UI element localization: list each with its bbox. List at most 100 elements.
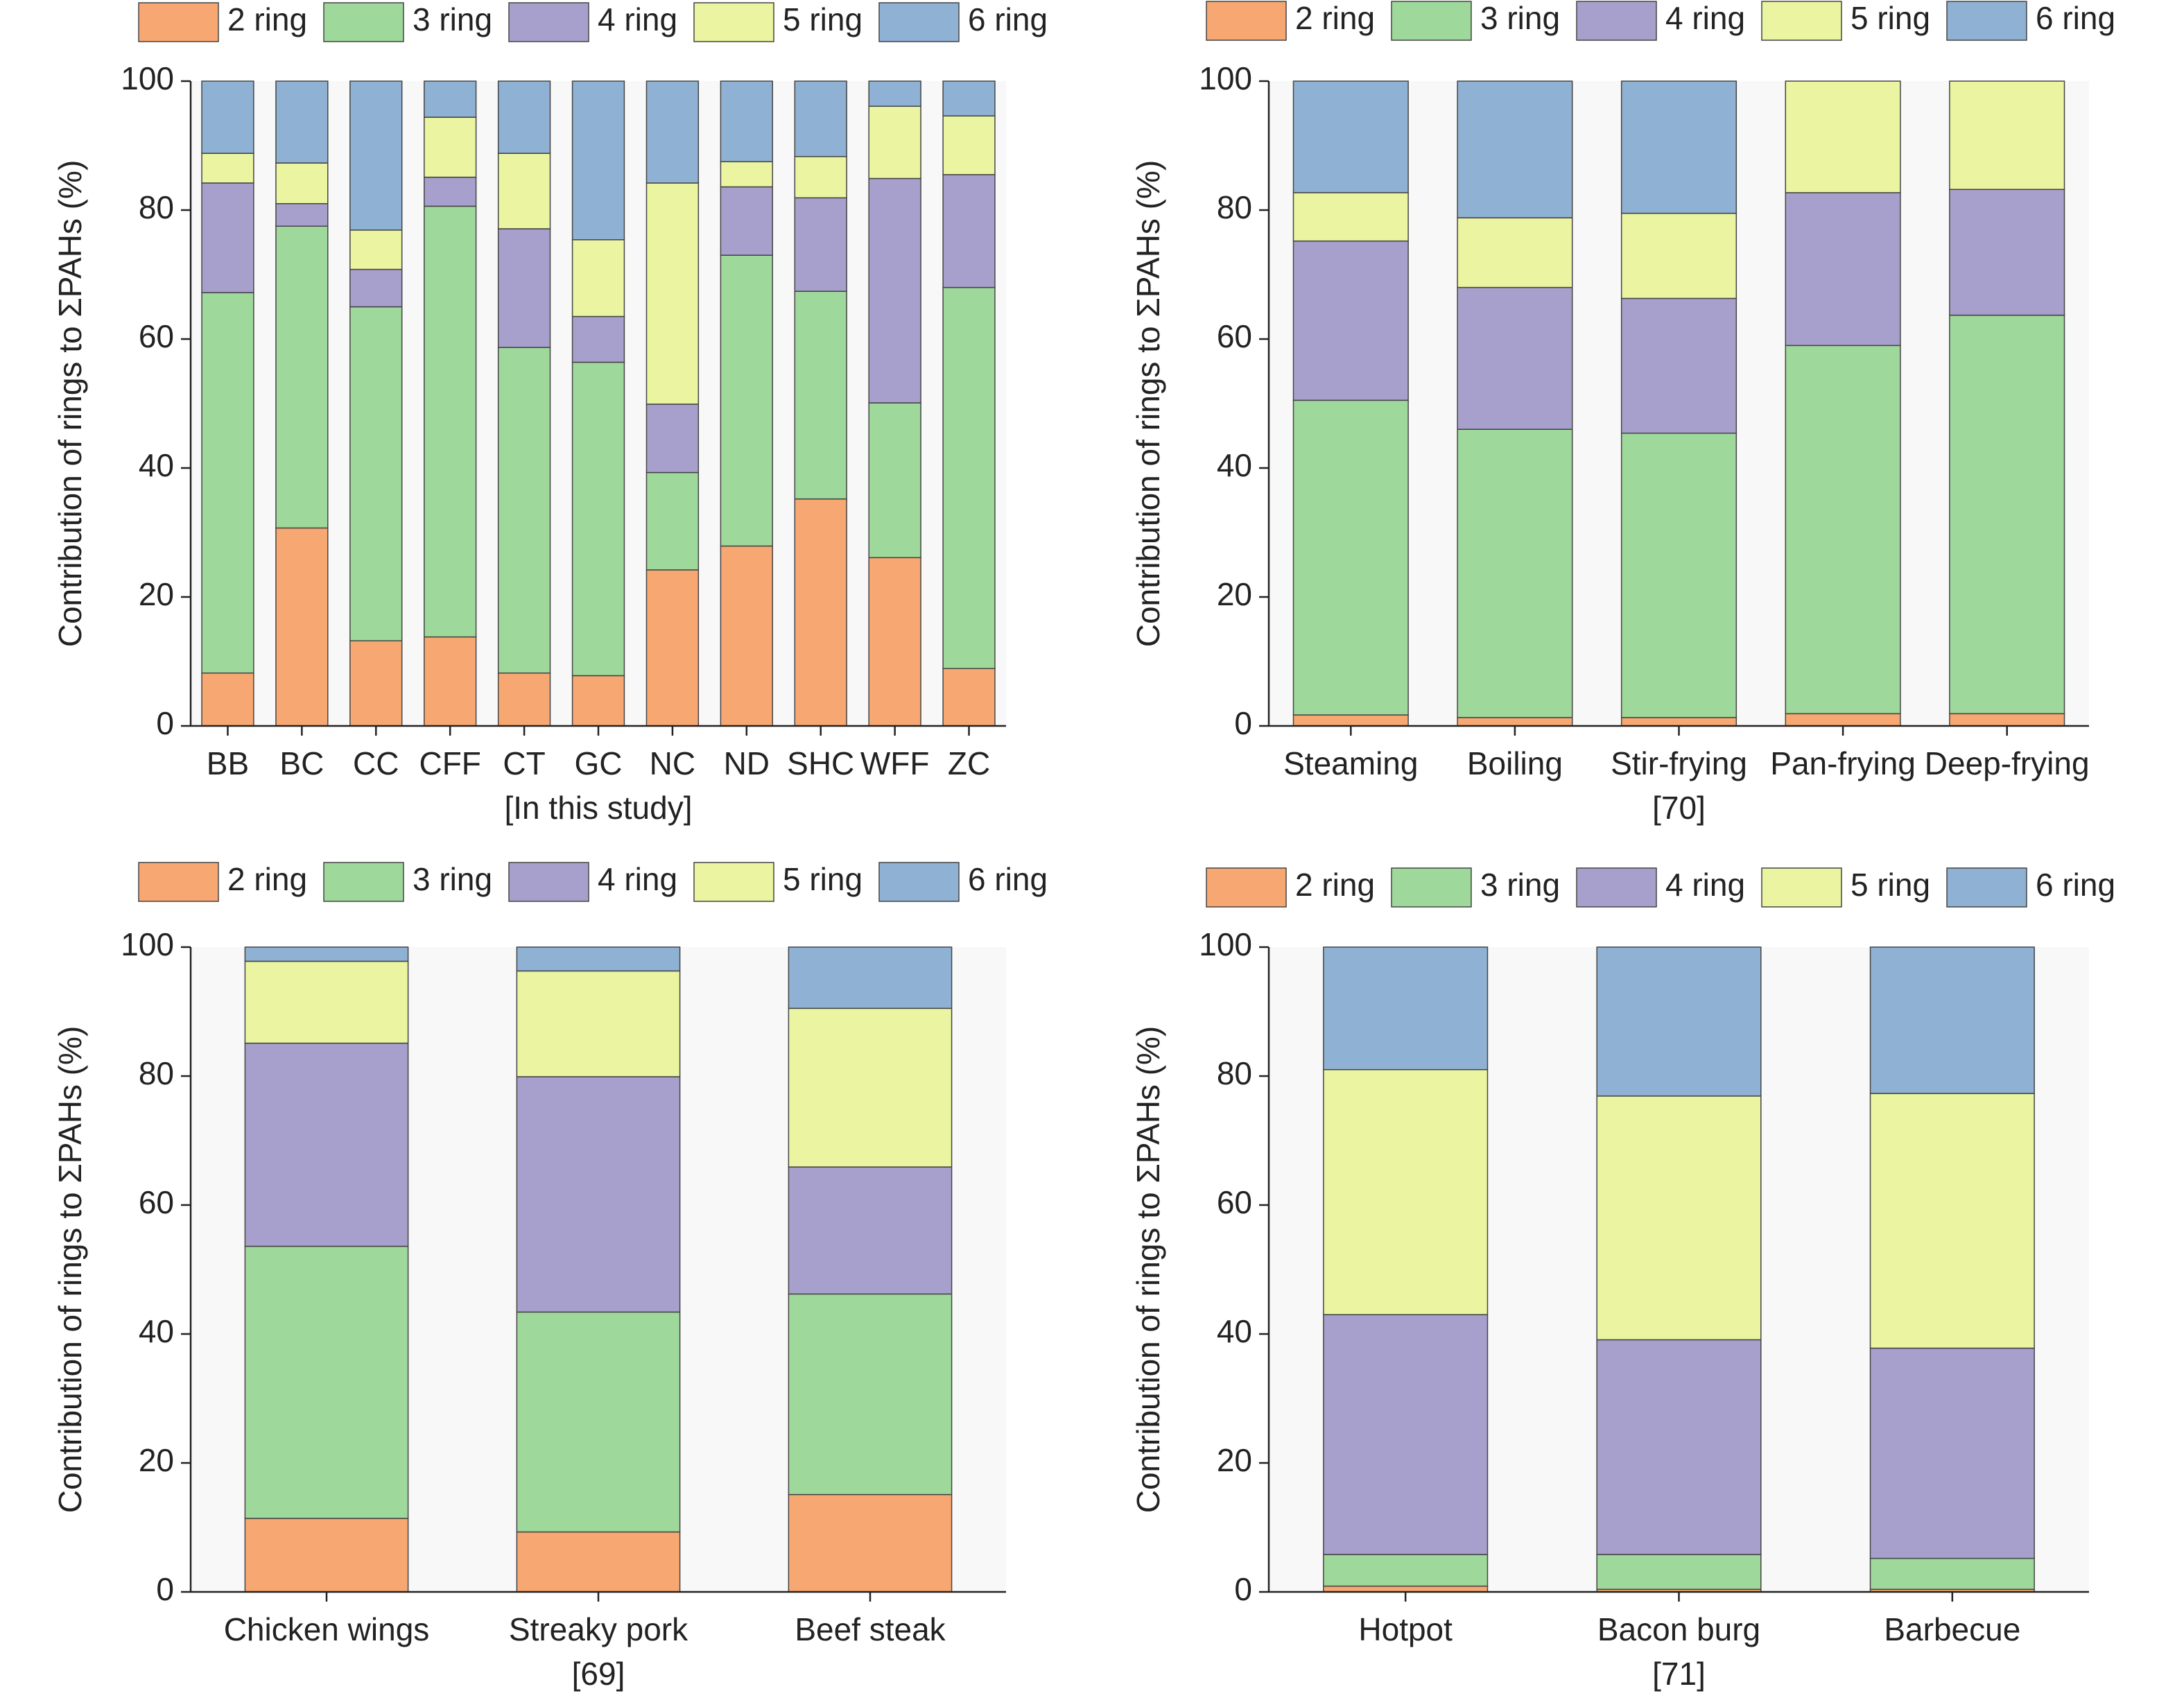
bar-segment — [349, 80, 403, 231]
bar-segment — [788, 946, 953, 1010]
legend-swatch — [1206, 1, 1287, 41]
bar-segment — [645, 182, 700, 405]
bar-segment — [516, 1531, 681, 1593]
bar-segment — [794, 80, 847, 157]
bar-segment — [201, 80, 254, 154]
y-tick-label: 100 — [121, 926, 174, 962]
x-axis-title: [69] — [572, 1656, 625, 1692]
y-tick-label: 0 — [1234, 705, 1252, 741]
bar-segment — [571, 315, 625, 363]
bar-segment — [571, 675, 625, 727]
bar-segment — [1292, 714, 1409, 727]
x-tick-label: CT — [503, 745, 545, 781]
bar-segment — [868, 105, 921, 180]
legend-swatch — [323, 862, 404, 902]
bar-segment — [1785, 345, 1901, 715]
legend-label: 4 ring — [1665, 867, 1745, 903]
legend-label: 3 ring — [1480, 0, 1560, 36]
bar-segment — [1323, 1314, 1489, 1555]
y-tick-label: 20 — [139, 576, 174, 612]
legend-label: 4 ring — [598, 861, 677, 897]
bar-segment — [1292, 192, 1409, 242]
bar-segment — [1869, 1093, 2035, 1349]
bar-segment — [645, 404, 700, 474]
x-tick-label: Beef steak — [795, 1611, 946, 1647]
bar-segment — [942, 115, 996, 175]
bar-segment — [1457, 717, 1573, 727]
y-tick-label: 80 — [139, 1055, 174, 1091]
x-tick-label: Streaky pork — [509, 1611, 688, 1647]
bar-segment — [1596, 1554, 1762, 1591]
bar-segment — [244, 1245, 409, 1519]
bar-segment — [424, 80, 477, 118]
bar-segment — [720, 161, 773, 188]
bar-segment — [349, 229, 403, 270]
x-axis-title: [In this study] — [504, 790, 692, 826]
y-axis-title: Contribution of rings to ΣPAHs (%) — [1130, 1026, 1166, 1514]
bar-segment — [516, 1076, 681, 1313]
legend-label: 3 ring — [413, 861, 492, 897]
bar-segment — [497, 153, 551, 229]
legend-label: 2 ring — [1295, 867, 1375, 903]
bar-segment — [275, 202, 329, 227]
chart-panel: BB BC CC CFF CT GC NC ND SHC WFF ZC 0 20 40 60 80 100 [In… — [52, 1, 1048, 826]
chart-panel: Steaming Boiling Stir-frying Pan-frying Deep… — [1130, 0, 2115, 826]
y-tick-label: 80 — [1217, 189, 1252, 225]
y-tick-label: 100 — [1199, 926, 1252, 962]
bar-segment — [720, 186, 773, 256]
bar-segment — [424, 176, 477, 207]
bar-segment — [571, 239, 625, 318]
bar-segment — [1457, 217, 1573, 288]
bar-segment — [1869, 1557, 2035, 1591]
bar-segment — [497, 347, 551, 674]
bar-segment — [1292, 240, 1409, 401]
x-tick-label: Barbecue — [1884, 1611, 2020, 1647]
bar-segment — [201, 182, 254, 293]
y-tick-label: 40 — [139, 1313, 174, 1349]
bar-segment — [868, 402, 921, 559]
bar-segment — [1292, 80, 1409, 193]
bar-segment — [349, 306, 403, 641]
bar-segment — [794, 156, 847, 199]
legend-label: 5 ring — [783, 861, 863, 897]
bar-segment — [1949, 189, 2065, 316]
y-tick-label: 20 — [139, 1442, 174, 1478]
bar-segment — [794, 291, 847, 500]
bar-segment — [794, 197, 847, 292]
bar-segment — [244, 1518, 409, 1593]
bar-segment — [720, 545, 773, 727]
y-tick-label: 0 — [1234, 1571, 1252, 1607]
bar-segment — [275, 527, 329, 727]
bar-segment — [275, 225, 329, 529]
bar-segment — [1620, 717, 1737, 727]
bar-segment — [1457, 428, 1573, 718]
legend-label: 4 ring — [598, 1, 677, 37]
bar-segment — [571, 80, 625, 241]
bar-segment — [1620, 212, 1737, 300]
x-tick-label: Deep-frying — [1925, 745, 2090, 781]
y-axis-title: Contribution of rings to ΣPAHs (%) — [52, 160, 88, 648]
bar-segment — [1785, 713, 1901, 727]
x-tick-label: Chicken wings — [224, 1611, 430, 1647]
bar-segment — [1596, 1095, 1762, 1341]
legend-swatch — [1206, 867, 1287, 908]
bar-segment — [1949, 713, 2065, 727]
bar-segment — [1785, 192, 1901, 347]
bar-segment — [1323, 1585, 1489, 1593]
legend-label: 6 ring — [968, 1, 1048, 37]
bar-segment — [794, 498, 847, 727]
y-tick-label: 60 — [139, 318, 174, 354]
bar-segment — [942, 174, 996, 288]
bar-segment — [349, 640, 403, 727]
x-tick-label: Steaming — [1283, 745, 1418, 781]
x-tick-label: SHC — [787, 745, 854, 781]
x-tick-label: ZC — [948, 745, 990, 781]
y-tick-label: 40 — [1217, 1313, 1252, 1349]
bar-segment — [1596, 946, 1762, 1097]
legend-swatch — [1946, 867, 2027, 908]
x-axis-title: [71] — [1652, 1656, 1706, 1692]
legend-swatch — [1946, 1, 2027, 41]
bar-segment — [244, 960, 409, 1044]
legend-swatch — [1576, 1, 1657, 41]
legend-swatch — [508, 2, 589, 42]
